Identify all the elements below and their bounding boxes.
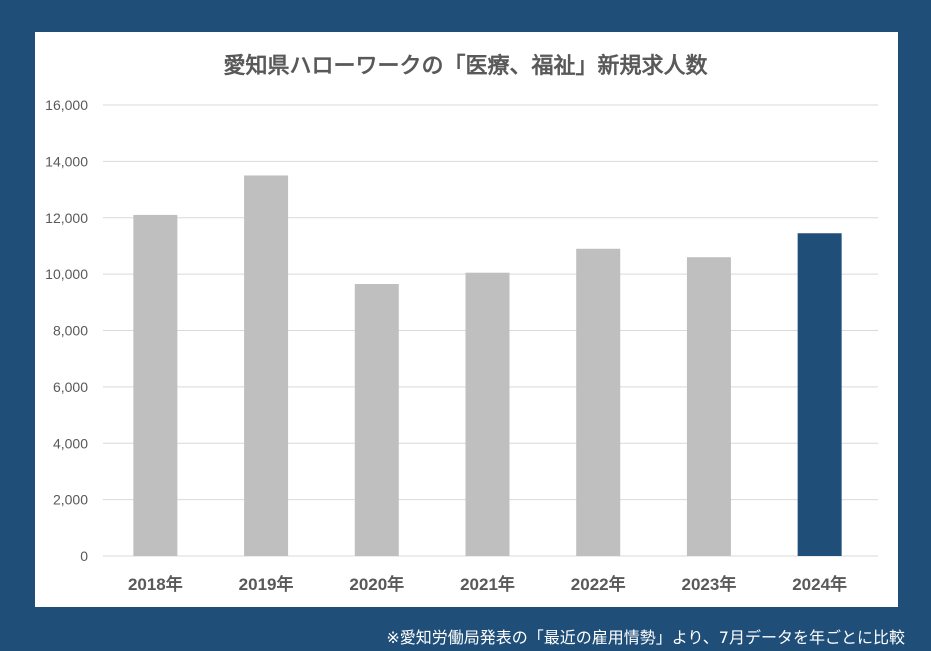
y-tick-label: 10,000 bbox=[45, 266, 88, 282]
bar bbox=[686, 257, 731, 556]
source-note: ※愛知労働局発表の「最近の雇用情勢」より、7月データを年ごとに比較 bbox=[386, 628, 905, 647]
y-tick-label: 16,000 bbox=[45, 97, 88, 113]
bar bbox=[133, 214, 178, 556]
x-tick-label: 2020年 bbox=[349, 574, 404, 594]
y-tick-label: 4,000 bbox=[53, 435, 88, 451]
bar bbox=[797, 233, 842, 557]
y-tick-label: 2,000 bbox=[53, 492, 88, 508]
x-tick-label: 2023年 bbox=[682, 574, 737, 594]
y-tick-label: 12,000 bbox=[45, 210, 88, 226]
y-tick-label: 14,000 bbox=[45, 153, 88, 169]
x-tick-label: 2018年 bbox=[128, 574, 183, 594]
x-tick-label: 2019年 bbox=[239, 574, 294, 594]
x-tick-label: 2024年 bbox=[792, 574, 847, 594]
bar bbox=[354, 283, 399, 556]
y-tick-label: 8,000 bbox=[53, 323, 88, 339]
bar bbox=[244, 175, 289, 556]
y-tick-label: 6,000 bbox=[53, 379, 88, 395]
y-tick-label: 0 bbox=[80, 548, 88, 564]
chart-title: 愛知県ハローワークの「医療、福祉」新規求人数 bbox=[223, 54, 708, 79]
x-tick-label: 2022年 bbox=[571, 574, 626, 594]
x-tick-label: 2021年 bbox=[460, 574, 515, 594]
bar bbox=[465, 272, 510, 556]
bar bbox=[576, 248, 621, 556]
